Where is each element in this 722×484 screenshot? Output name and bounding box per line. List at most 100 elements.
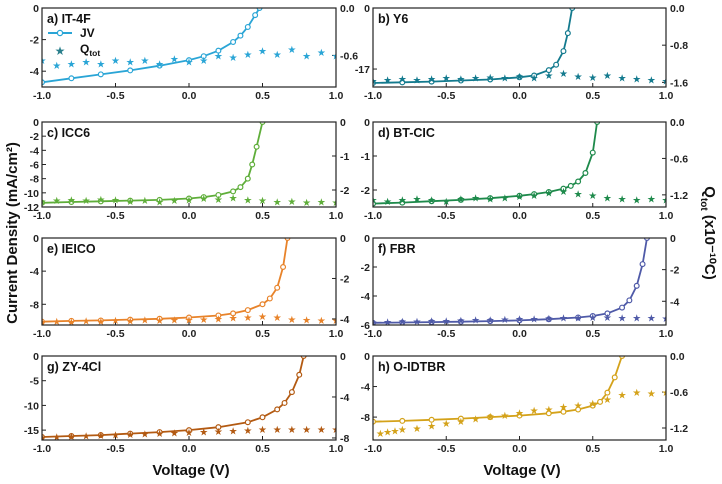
qtot-point: ★: [376, 429, 385, 440]
qtot-point: ★: [559, 187, 568, 198]
qtot-point: ★: [229, 193, 238, 204]
jv-point: [457, 196, 464, 203]
y-left-tick-label: -4: [30, 66, 39, 78]
y-right-tick-label: -0.6: [670, 387, 688, 399]
panel-c: -1.0 -0.5 0.0 0.5 1.0-12-10-8-6-4-20-2-10★ ★ ★…: [24, 117, 350, 222]
qtot-point: ★: [559, 314, 568, 325]
jv-point: [156, 62, 163, 69]
panel-frame: [41, 237, 337, 326]
jv-point: [97, 432, 104, 439]
jv-point: [487, 76, 494, 83]
jv-point: [274, 284, 281, 291]
jv-point: [156, 196, 163, 203]
y-left-tick-label: -4: [30, 145, 39, 157]
panel-plot-area: ★ ★ ★ ★ ★ ★ ★ ★ ★ ★ ★ ★ ★ ★ ★ ★ ★ ★ ★ ★ ★: [373, 238, 666, 328]
qtot-point: ★: [398, 75, 407, 86]
qtot-point: ★: [185, 428, 194, 439]
qtot-point: ★: [111, 56, 120, 67]
x-tick-label: -0.5: [437, 210, 455, 222]
qtot-point: ★: [544, 314, 553, 325]
jv-point: [68, 433, 75, 440]
qtot-point: ★: [82, 196, 91, 207]
x-tick-label: -0.5: [106, 210, 124, 222]
panel-title: a) IT-4F: [47, 12, 91, 26]
qtot-point: ★: [427, 317, 436, 328]
qtot-point: ★: [390, 426, 399, 437]
jv-point: [266, 295, 273, 302]
x-tick-label: 0.5: [255, 90, 270, 102]
qtot-point: ★: [302, 316, 311, 327]
jv-point: [399, 417, 406, 424]
jv-point: [626, 297, 633, 304]
legend-q-marker: ★: [55, 44, 66, 58]
jv-point: [589, 402, 596, 409]
y-right-tick-label: -8: [340, 433, 349, 445]
panel-title: g) ZY-4Cl: [47, 360, 101, 374]
jv-point: [215, 424, 222, 431]
panel-frame: [372, 237, 667, 326]
qtot-point: ★: [471, 193, 480, 204]
qtot-point: ★: [287, 45, 296, 56]
x-tick-label: 0.0: [182, 210, 197, 222]
jv-point: [244, 175, 251, 182]
qtot-point: ★: [486, 315, 495, 326]
qtot-point: ★: [287, 425, 296, 436]
panel-title: c) ICC6: [47, 126, 90, 140]
jv-point: [516, 192, 523, 199]
jv-point: [560, 408, 567, 415]
panel-title: d) BT-CIC: [378, 126, 435, 140]
jv-point: [564, 30, 571, 37]
jv-point: [604, 310, 611, 317]
y-left-tick-label: 0: [33, 117, 39, 129]
jv-point: [127, 67, 134, 74]
y-left-tick-label: -4: [30, 266, 39, 278]
panel-f: -1.0 -0.5 0.0 0.5 1.0-6-4-20-4-20★ ★ ★ ★ ★ ★ ★ ★ ★ ★ ★…: [361, 233, 680, 340]
panel-plot-area: ★ ★ ★ ★ ★ ★ ★ ★ ★ ★ ★ ★ ★ ★ ★ ★ ★ ★ ★ ★ ★: [42, 122, 341, 209]
qtot-point: ★: [398, 425, 407, 436]
qtot-point: ★: [96, 431, 105, 442]
y-left-tick-label: -4: [361, 291, 370, 303]
panel-plot-area: ★ ★ ★ ★ ★ ★ ★ ★ ★ ★ ★ ★ ★ ★ ★ ★ ★ ★ ★ ★ ★: [373, 8, 671, 87]
qtot-point: ★: [67, 196, 76, 207]
x-tick-label: -0.5: [106, 328, 124, 340]
jv-point: [545, 67, 552, 74]
y-left-tick-label: -2: [30, 35, 39, 47]
x-tick-label: 0.5: [255, 443, 270, 455]
qtot-point: ★: [302, 198, 311, 209]
x-tick-label: 0.0: [512, 210, 527, 222]
panel-plot-area: ★ ★ ★ ★ ★ ★ ★ ★ ★ ★ ★ ★ ★ ★ ★ ★ ★ ★ ★ ★ ★: [42, 238, 336, 328]
qtot-point: ★: [427, 75, 436, 86]
jv-point: [127, 197, 134, 204]
qtot-point: ★: [662, 76, 671, 87]
y-left-tick-label: -2: [361, 262, 370, 274]
jv-point: [259, 414, 266, 421]
jv-point: [97, 317, 104, 324]
x-tick-label: 0.0: [512, 443, 527, 455]
jv-point: [186, 314, 193, 321]
jv-point: [567, 182, 574, 189]
jv-point: [531, 191, 538, 198]
x-tick-label: -0.5: [106, 90, 124, 102]
jv-point: [127, 430, 134, 437]
y-right-tick-label: -0.8: [670, 40, 688, 52]
qtot-point: ★: [67, 317, 76, 328]
jv-point: [215, 312, 222, 319]
jv-point: [582, 170, 589, 177]
x-tick-label: -0.5: [106, 443, 124, 455]
qtot-point: ★: [530, 406, 539, 417]
qtot-point: ★: [383, 76, 392, 87]
y-left-tick-label: -10: [24, 400, 39, 412]
y-right-tick-label: 0: [340, 233, 346, 245]
qtot-point: ★: [515, 72, 524, 83]
jv-point: [253, 143, 260, 150]
qtot-point: ★: [111, 430, 120, 441]
qtot-point: ★: [52, 317, 61, 328]
qtot-point: ★: [603, 71, 612, 82]
x-tick-label: 1.0: [329, 328, 344, 340]
x-tick-label: 0.5: [585, 443, 600, 455]
qtot-point: ★: [67, 432, 76, 443]
y-left-tick-label: -10: [24, 188, 39, 200]
qtot-point: ★: [332, 198, 341, 209]
jv-point: [597, 398, 604, 405]
qtot-point: ★: [126, 430, 135, 441]
